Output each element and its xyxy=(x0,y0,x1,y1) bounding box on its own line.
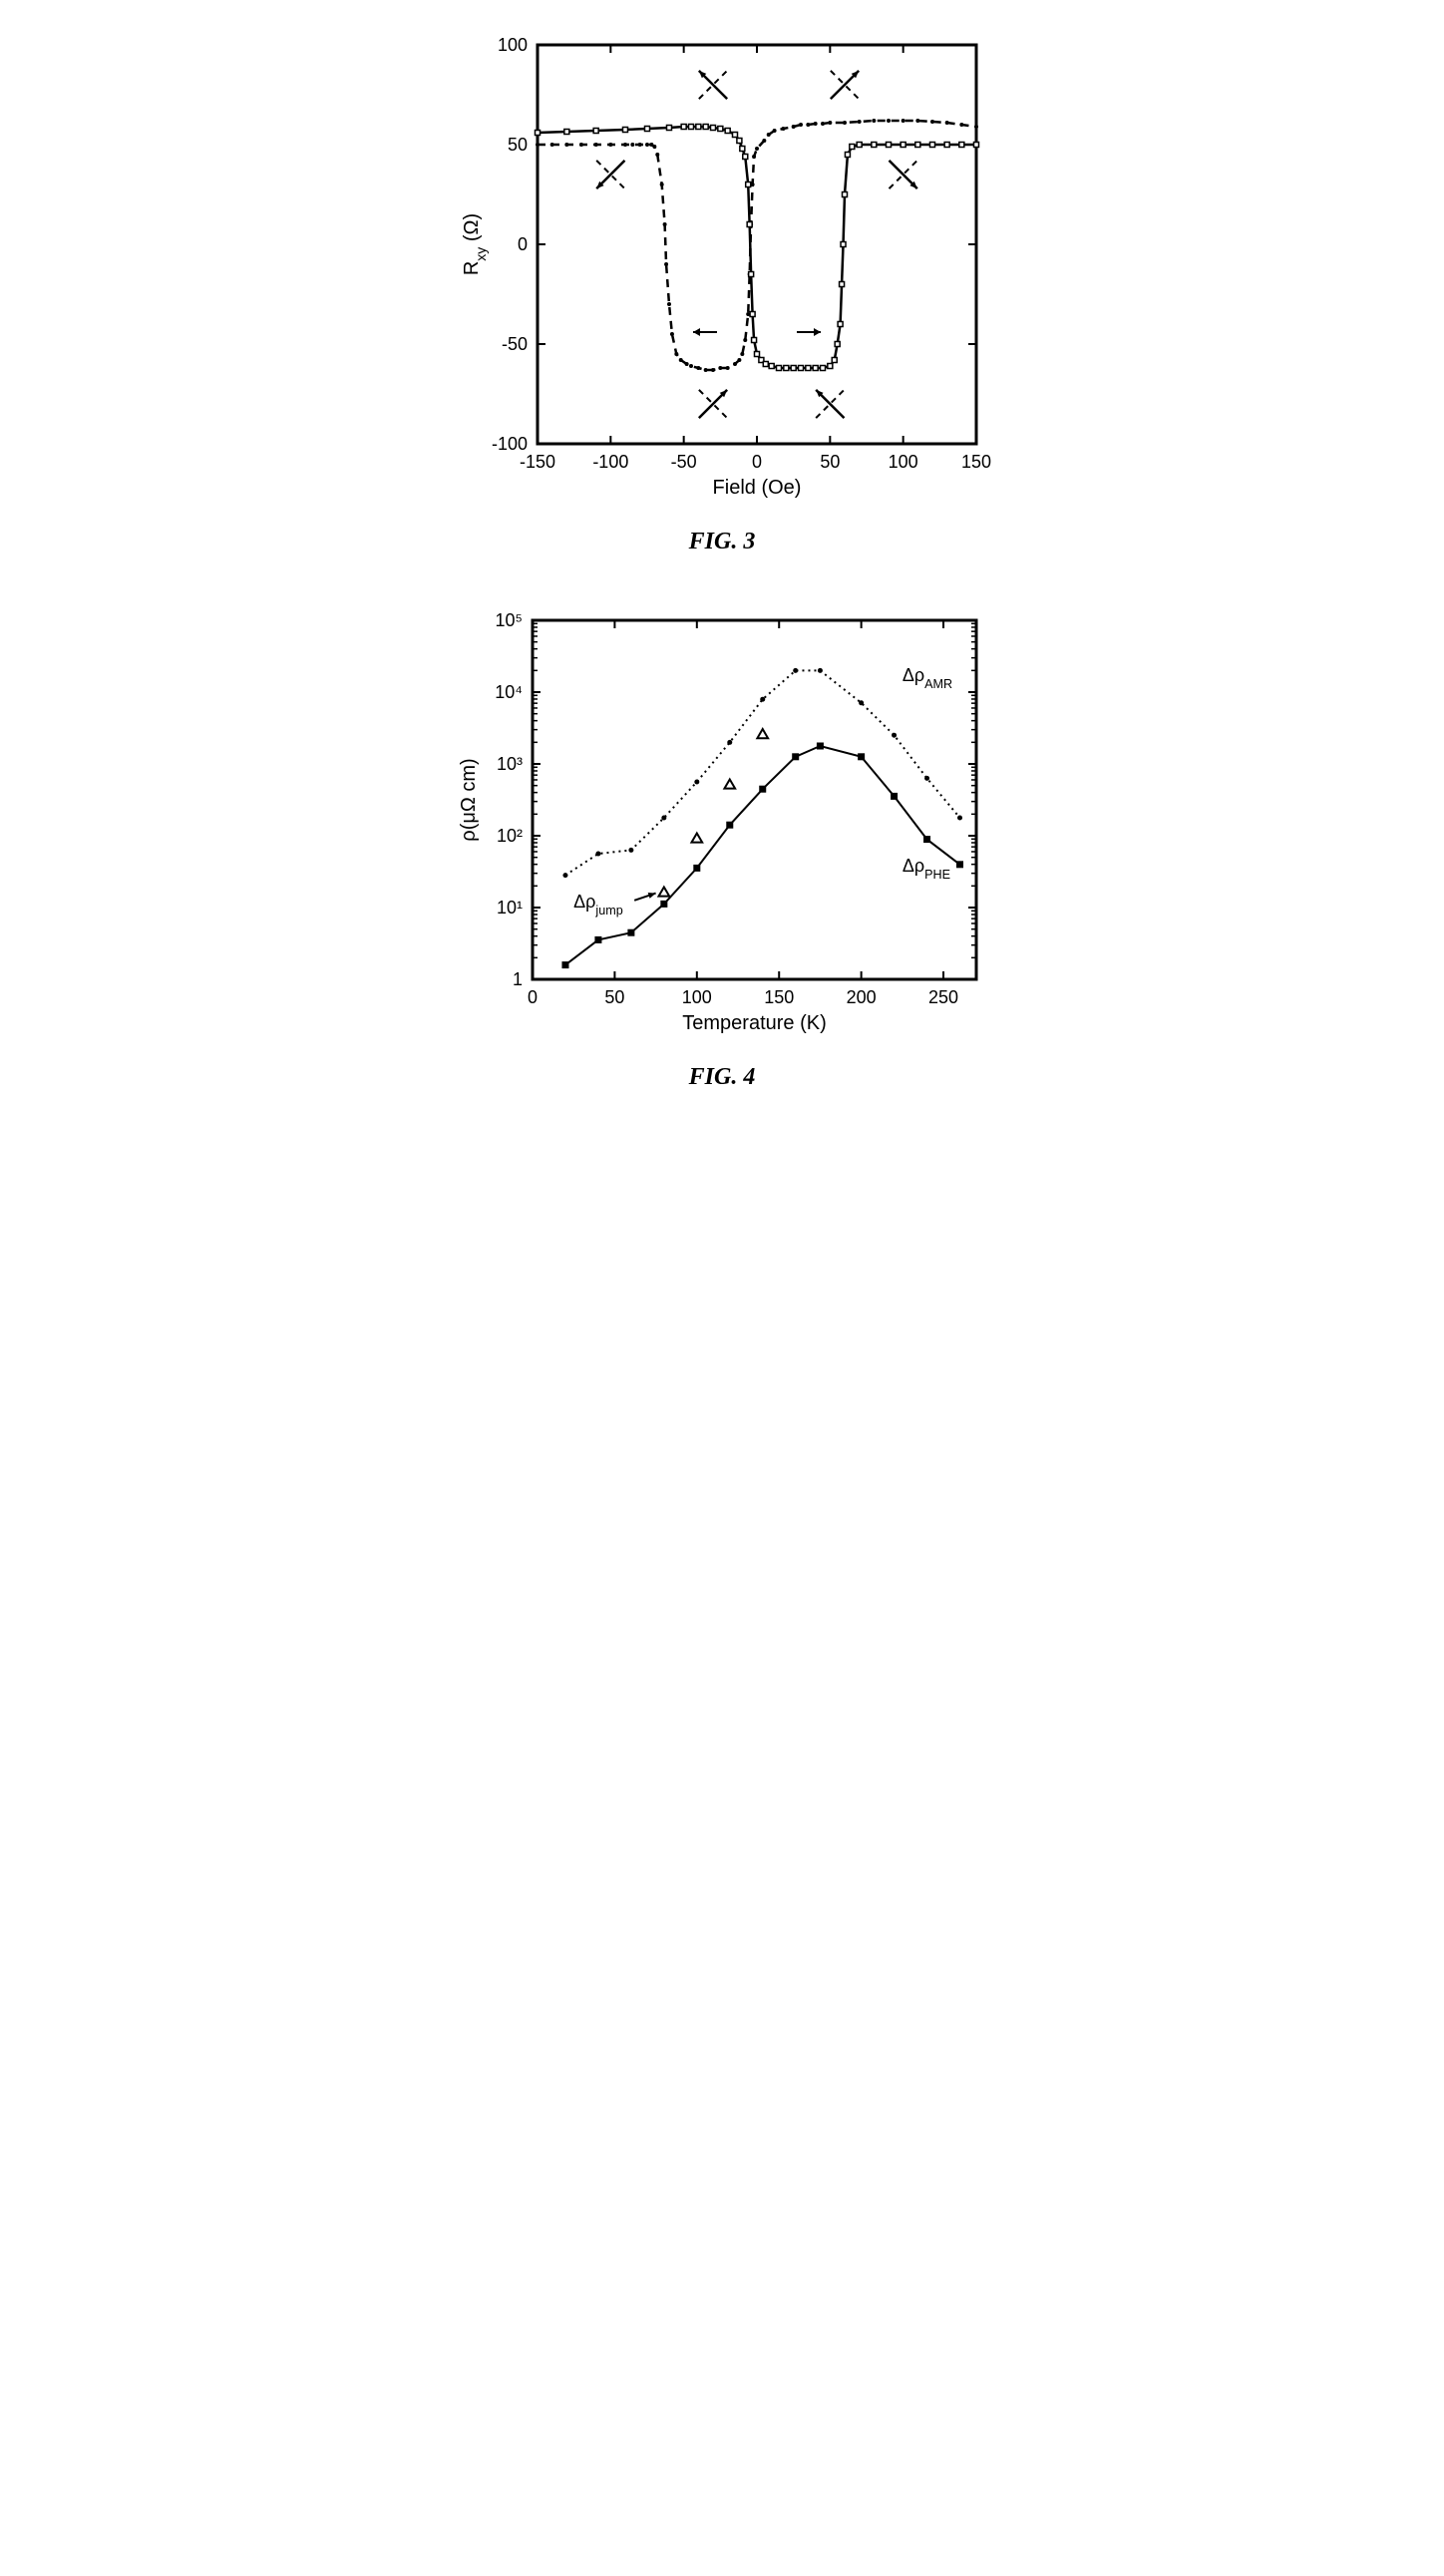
svg-text:-50: -50 xyxy=(502,334,528,354)
fig3-chart: -150-100-50050100150-100-50050100Field (… xyxy=(443,20,1001,519)
svg-text:50: 50 xyxy=(508,135,528,155)
svg-text:10²: 10² xyxy=(497,826,523,846)
svg-text:-50: -50 xyxy=(671,452,697,472)
svg-text:-150: -150 xyxy=(520,452,555,472)
svg-text:250: 250 xyxy=(928,987,958,1007)
svg-text:-100: -100 xyxy=(592,452,628,472)
svg-text:ΔρAMR: ΔρAMR xyxy=(902,665,952,691)
svg-text:10⁴: 10⁴ xyxy=(495,682,523,702)
svg-text:50: 50 xyxy=(604,987,624,1007)
svg-text:ρ(μΩ cm): ρ(μΩ cm) xyxy=(458,758,480,841)
fig4-caption: FIG. 4 xyxy=(689,1064,756,1091)
svg-text:100: 100 xyxy=(889,452,918,472)
svg-text:0: 0 xyxy=(752,452,762,472)
fig4-chart: 0 50 100 150 200 250 1 10¹ 10² 10³ 10⁴ 10⁵ Temperatu… xyxy=(443,595,1001,1054)
svg-text:Rxy (Ω): Rxy (Ω) xyxy=(461,213,489,275)
svg-text:10⁵: 10⁵ xyxy=(496,610,523,630)
svg-text:150: 150 xyxy=(764,987,794,1007)
svg-text:10¹: 10¹ xyxy=(497,898,523,918)
svg-text:10³: 10³ xyxy=(497,754,523,774)
svg-text:Field (Oe): Field (Oe) xyxy=(713,477,802,499)
figure-4-container: 0 50 100 150 200 250 1 10¹ 10² 10³ 10⁴ 10⁵ Temperatu… xyxy=(443,595,1001,1091)
svg-text:100: 100 xyxy=(498,35,528,55)
svg-text:Δρjump: Δρjump xyxy=(573,892,623,918)
svg-text:200: 200 xyxy=(847,987,877,1007)
fig3-caption: FIG. 3 xyxy=(689,529,756,555)
svg-text:-100: -100 xyxy=(492,434,528,454)
svg-text:1: 1 xyxy=(513,969,523,989)
svg-text:Temperature (K): Temperature (K) xyxy=(682,1012,827,1034)
svg-text:0: 0 xyxy=(528,987,538,1007)
svg-text:ΔρPHE: ΔρPHE xyxy=(902,856,950,882)
figure-3-container: -150-100-50050100150-100-50050100Field (… xyxy=(443,20,1001,555)
svg-text:150: 150 xyxy=(961,452,991,472)
svg-text:0: 0 xyxy=(518,234,528,254)
svg-text:50: 50 xyxy=(820,452,840,472)
svg-text:100: 100 xyxy=(682,987,712,1007)
